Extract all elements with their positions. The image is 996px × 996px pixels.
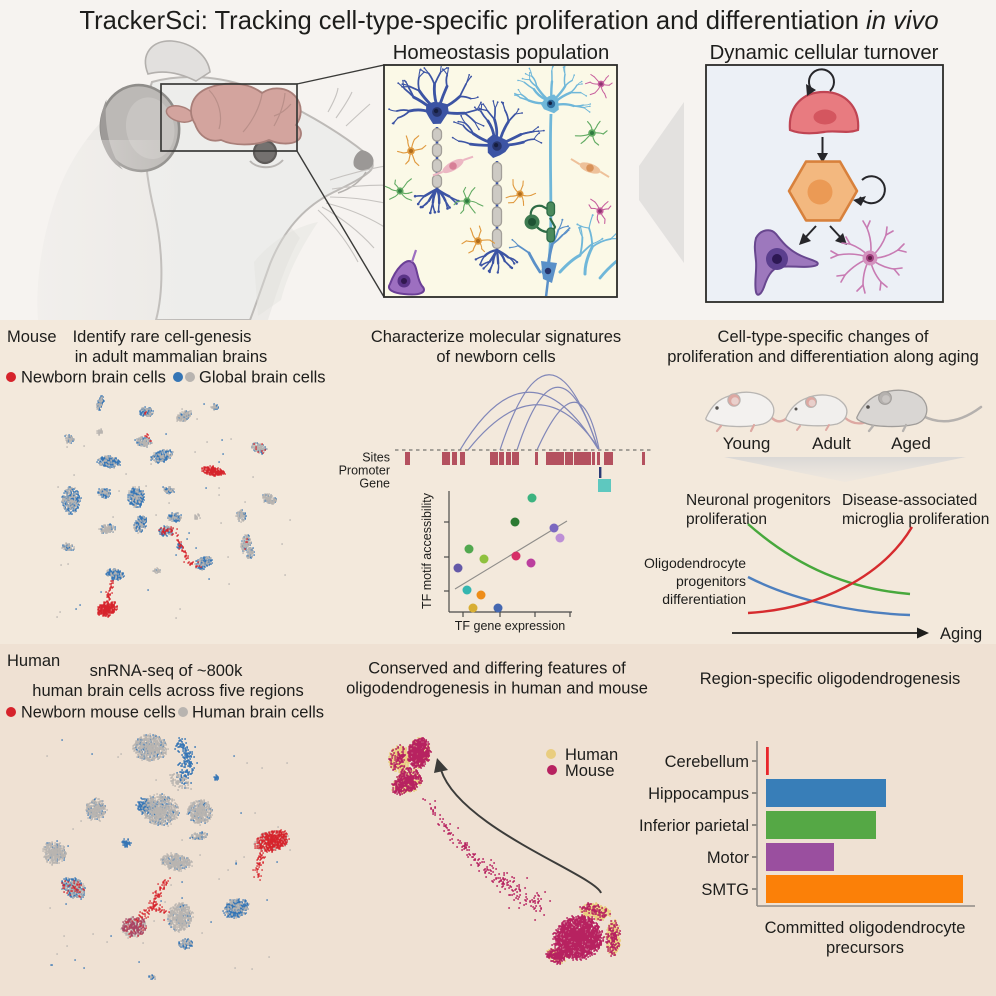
svg-text:Oligodendrocyte: Oligodendrocyte — [644, 555, 746, 571]
svg-text:differentiation: differentiation — [662, 591, 746, 607]
svg-text:Adult: Adult — [812, 434, 851, 453]
svg-text:Cerebellum: Cerebellum — [665, 753, 749, 771]
svg-text:Human brain cells: Human brain cells — [192, 704, 324, 722]
svg-text:Human: Human — [7, 652, 60, 670]
svg-text:Neuronal progenitors: Neuronal progenitors — [686, 492, 831, 509]
svg-text:Characterize molecular signatu: Characterize molecular signatures — [371, 328, 621, 346]
svg-text:human brain cells across five: human brain cells across five regions — [32, 682, 303, 700]
svg-text:Promoter: Promoter — [339, 464, 390, 478]
svg-text:Newborn mouse cells: Newborn mouse cells — [21, 704, 176, 722]
svg-text:Cell-type-specific changes of: Cell-type-specific changes of — [718, 328, 929, 346]
svg-text:TF motif accessibility: TF motif accessibility — [420, 492, 434, 609]
svg-text:Conserved and differing featur: Conserved and differing features of — [368, 660, 626, 678]
svg-text:of newborn cells: of newborn cells — [436, 348, 555, 366]
svg-text:Motor: Motor — [707, 849, 750, 867]
svg-text:in adult mammalian brains: in adult mammalian brains — [75, 348, 268, 366]
svg-text:Mouse: Mouse — [565, 762, 615, 780]
svg-text:Sites: Sites — [362, 451, 390, 465]
svg-text:Aging: Aging — [940, 625, 982, 643]
svg-text:Region-specific oligodendrogen: Region-specific oligodendrogenesis — [700, 670, 961, 688]
svg-text:Identify rare cell-genesis: Identify rare cell-genesis — [73, 328, 252, 346]
svg-text:Dynamic cellular turnover: Dynamic cellular turnover — [710, 42, 939, 64]
svg-text:Mouse: Mouse — [7, 328, 57, 346]
svg-text:Young: Young — [723, 434, 771, 453]
svg-text:microglia proliferation: microglia proliferation — [842, 511, 989, 528]
svg-text:Global brain cells: Global brain cells — [199, 369, 326, 387]
svg-text:precursors: precursors — [826, 939, 904, 957]
svg-text:Inferior parietal: Inferior parietal — [639, 817, 749, 835]
svg-text:proliferation: proliferation — [686, 511, 767, 528]
svg-text:Human: Human — [565, 746, 618, 764]
svg-text:Hippocampus: Hippocampus — [648, 785, 749, 803]
svg-text:snRNA-seq of ~800k: snRNA-seq of ~800k — [90, 662, 243, 680]
svg-text:progenitors: progenitors — [676, 573, 746, 589]
svg-text:SMTG: SMTG — [701, 881, 749, 899]
svg-text:TF gene expression: TF gene expression — [455, 619, 566, 633]
svg-text:Gene: Gene — [359, 477, 390, 491]
svg-text:Committed oligodendrocyte: Committed oligodendrocyte — [765, 919, 966, 937]
svg-text:TrackerSci: Tracking cell-type: TrackerSci: Tracking cell-type-specific … — [79, 7, 938, 35]
svg-text:Disease-associated: Disease-associated — [842, 492, 977, 509]
svg-text:Aged: Aged — [891, 434, 931, 453]
svg-text:oligodendrogenesis in human an: oligodendrogenesis in human and mouse — [346, 680, 648, 698]
svg-text:proliferation and differentiat: proliferation and differentiation along … — [667, 348, 979, 366]
svg-text:Newborn brain cells: Newborn brain cells — [21, 369, 166, 387]
svg-text:Homeostasis population: Homeostasis population — [393, 42, 609, 64]
